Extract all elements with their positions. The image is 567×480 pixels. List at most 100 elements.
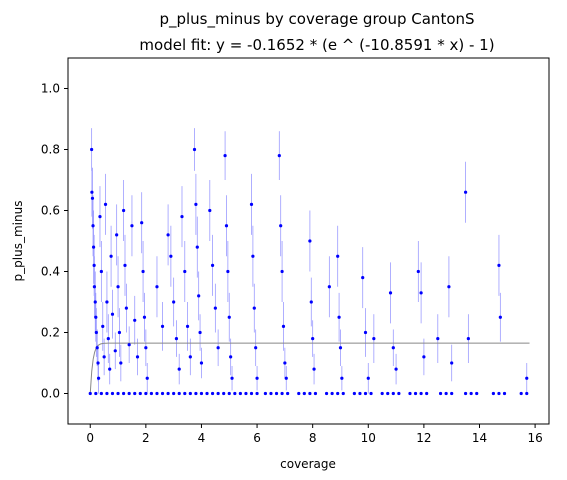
chart-subtitle: model fit: y = -0.1652 * (e ^ (-10.8591 … bbox=[139, 36, 494, 54]
data-point bbox=[302, 391, 306, 396]
data-point bbox=[138, 391, 142, 396]
data-point bbox=[166, 391, 170, 396]
data-point bbox=[497, 391, 501, 396]
data-point bbox=[110, 391, 115, 396]
data-point bbox=[372, 337, 376, 341]
y-tick-label: 0.2 bbox=[41, 326, 60, 340]
data-point bbox=[113, 349, 117, 353]
data-point bbox=[180, 215, 184, 219]
data-point bbox=[199, 391, 204, 396]
data-point bbox=[95, 346, 99, 350]
data-point bbox=[284, 376, 288, 380]
data-point bbox=[185, 324, 190, 328]
data-point bbox=[226, 269, 230, 274]
data-point bbox=[308, 391, 312, 396]
data-point bbox=[194, 202, 198, 206]
data-point bbox=[416, 269, 420, 274]
data-point bbox=[116, 285, 120, 289]
x-tick-label: 10 bbox=[361, 431, 376, 445]
data-point bbox=[444, 391, 448, 396]
x-axis: 0 2 4 6 8 10 12 14 16 bbox=[86, 424, 543, 445]
data-point bbox=[105, 300, 109, 304]
data-point bbox=[281, 324, 286, 328]
data-point bbox=[358, 391, 362, 396]
data-point bbox=[525, 376, 529, 380]
data-point bbox=[172, 300, 176, 304]
data-point bbox=[324, 391, 329, 396]
data-point bbox=[183, 391, 187, 396]
data-point bbox=[88, 391, 92, 396]
data-point bbox=[90, 196, 95, 200]
data-point bbox=[336, 254, 340, 258]
data-point bbox=[438, 391, 443, 396]
data-point bbox=[312, 367, 316, 371]
data-point bbox=[155, 391, 159, 396]
data-point bbox=[117, 330, 122, 335]
data-point bbox=[144, 346, 148, 350]
data-point bbox=[183, 269, 187, 274]
data-point bbox=[119, 361, 123, 365]
data-point bbox=[99, 269, 103, 274]
data-point bbox=[366, 376, 370, 380]
data-point bbox=[249, 202, 254, 206]
data-point bbox=[94, 330, 98, 335]
data-point bbox=[450, 391, 454, 396]
data-point bbox=[103, 202, 108, 206]
data-point bbox=[386, 391, 390, 396]
x-tick-label: 0 bbox=[86, 431, 94, 445]
data-point bbox=[133, 318, 137, 322]
data-point bbox=[90, 190, 94, 194]
x-tick-label: 12 bbox=[416, 431, 431, 445]
data-point bbox=[199, 361, 204, 365]
data-point bbox=[93, 300, 97, 304]
x-tick-label: 2 bbox=[142, 431, 150, 445]
data-point bbox=[463, 391, 468, 396]
data-point bbox=[169, 254, 173, 258]
data-point bbox=[352, 391, 356, 396]
data-point bbox=[330, 391, 334, 396]
data-point bbox=[422, 355, 426, 359]
data-point bbox=[197, 294, 201, 298]
data-point bbox=[101, 324, 105, 328]
data-point bbox=[249, 391, 254, 396]
data-point bbox=[341, 391, 345, 396]
y-tick-label: 0.6 bbox=[41, 204, 60, 218]
data-point bbox=[450, 361, 454, 365]
data-point bbox=[91, 245, 96, 249]
data-point bbox=[419, 391, 423, 396]
data-point bbox=[90, 147, 94, 152]
data-point bbox=[110, 312, 115, 316]
data-point bbox=[498, 315, 502, 319]
data-point bbox=[413, 391, 418, 396]
data-point bbox=[92, 263, 96, 267]
data-point bbox=[213, 306, 217, 310]
data-point bbox=[502, 391, 507, 396]
data-point bbox=[99, 391, 103, 396]
data-point bbox=[252, 306, 256, 310]
data-point bbox=[391, 346, 395, 350]
data-point bbox=[210, 391, 215, 396]
data-point bbox=[122, 391, 126, 396]
data-point bbox=[336, 391, 340, 396]
data-point bbox=[340, 376, 344, 380]
x-tick-label: 6 bbox=[253, 431, 261, 445]
y-tick-label: 1.0 bbox=[41, 82, 60, 96]
x-tick-label: 14 bbox=[472, 431, 487, 445]
data-point bbox=[172, 391, 176, 396]
data-point bbox=[145, 376, 149, 380]
data-point bbox=[91, 224, 95, 228]
data-point bbox=[269, 391, 273, 396]
data-point bbox=[244, 391, 248, 396]
data-point bbox=[174, 337, 179, 341]
data-point bbox=[105, 391, 109, 396]
fit-curve bbox=[89, 342, 530, 394]
x-axis-label: coverage bbox=[280, 457, 336, 471]
data-point bbox=[497, 263, 501, 267]
y-axis-label: p_plus_minus bbox=[11, 201, 25, 282]
data-point bbox=[229, 355, 233, 359]
data-point bbox=[425, 391, 429, 396]
data-point bbox=[279, 224, 283, 228]
data-point bbox=[122, 208, 126, 213]
data-point bbox=[274, 391, 279, 396]
data-point bbox=[223, 154, 227, 158]
